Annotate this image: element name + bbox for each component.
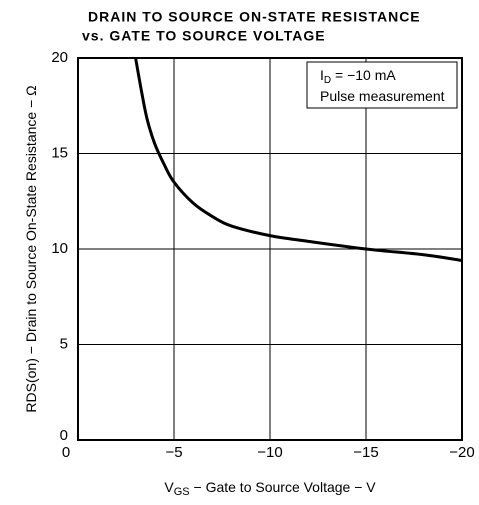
y-tick-label: 15 xyxy=(51,144,68,161)
chart-title: vs. GATE TO SOURCE VOLTAGE xyxy=(82,28,326,44)
annotation-text: Pulse measurement xyxy=(320,88,445,104)
x-axis-label: VGS − Gate to Source Voltage − V xyxy=(164,479,376,498)
x-tick-label: −5 xyxy=(165,444,182,461)
x-tick-label: 0 xyxy=(62,444,70,461)
y-tick-label: 20 xyxy=(51,49,68,66)
x-label-subscript: GS xyxy=(174,486,190,498)
annotation-box xyxy=(306,61,458,109)
x-tick-label: −15 xyxy=(353,444,378,461)
y-tick-label: 10 xyxy=(51,240,68,257)
chart-title: DRAIN TO SOURCE ON-STATE RESISTANCE xyxy=(88,9,421,25)
x-tick-label: −10 xyxy=(257,444,282,461)
x-label-text: − Gate to Source Voltage − V xyxy=(190,479,377,495)
y-label-text: − Drain to Source On-State Resistance − … xyxy=(23,85,39,358)
y-label-symbol: R xyxy=(23,402,39,412)
plot-frame xyxy=(77,57,463,441)
curve xyxy=(134,57,463,262)
x-label-symbol: V xyxy=(164,479,174,495)
annotation: ID = −10 mA xyxy=(320,67,396,86)
y-tick-label: 5 xyxy=(60,335,68,352)
y-label-subscript: DS(on) xyxy=(23,358,39,402)
y-axis-label: RDS(on) − Drain to Source On-State Resis… xyxy=(23,85,39,412)
x-tick-label: −20 xyxy=(449,444,474,461)
annotation-subscript: D xyxy=(324,75,331,86)
annotation-text: = −10 mA xyxy=(331,67,396,83)
y-tick-label: 0 xyxy=(60,427,68,444)
annotation: Pulse measurement xyxy=(320,88,445,104)
annotation-symbol: I xyxy=(320,67,324,83)
